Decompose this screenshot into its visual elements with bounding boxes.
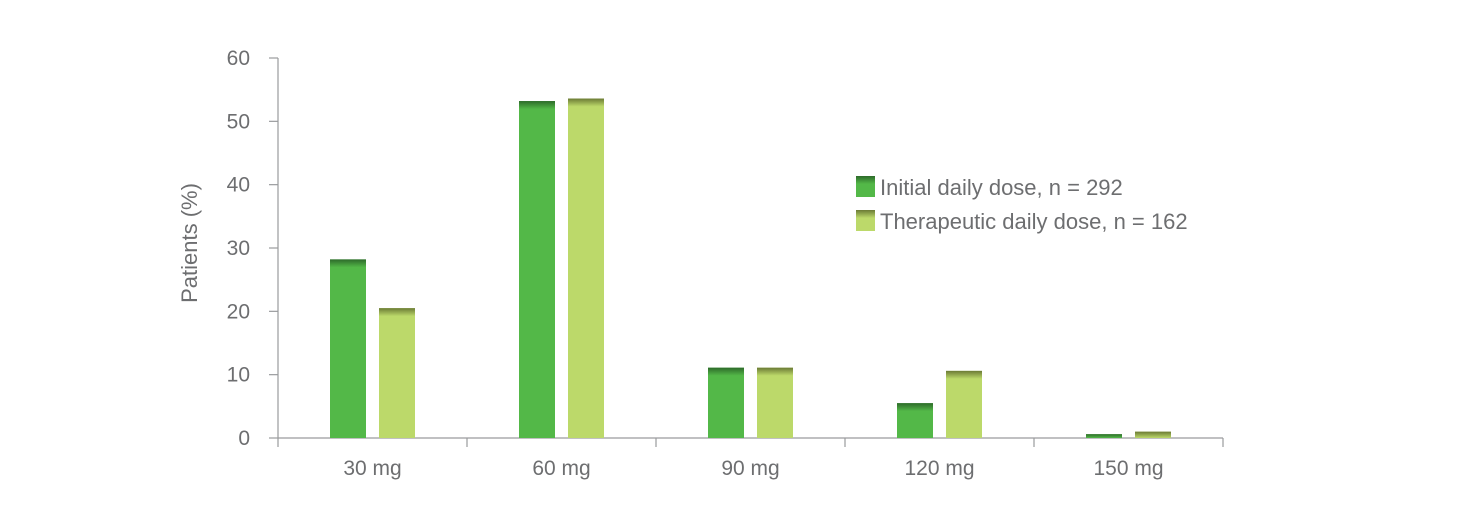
- bar-s0-1: [519, 101, 555, 439]
- bar: [379, 308, 415, 438]
- legend-item: Initial daily dose, n = 292: [856, 175, 1123, 200]
- x-tick-label: 150 mg: [1093, 457, 1163, 480]
- bar-cap: [897, 403, 933, 412]
- bar-s1-3: [946, 370, 982, 438]
- legend: Initial daily dose, n = 292 Therapeutic d…: [856, 175, 1188, 234]
- bar-cap: [568, 98, 604, 107]
- bar-s0-0: [330, 259, 366, 438]
- bar-s1-2: [757, 367, 793, 438]
- y-tick-label: 50: [227, 110, 250, 133]
- bar-cap: [1135, 431, 1171, 438]
- x-tick-label: 120 mg: [904, 457, 974, 480]
- y-tick-label: 10: [227, 364, 250, 387]
- bar-cap: [1086, 434, 1122, 438]
- y-tick-label: 30: [227, 237, 250, 260]
- legend-swatch-cap: [856, 176, 875, 184]
- bar-cap: [330, 259, 366, 268]
- x-tick-label: 60 mg: [532, 457, 590, 480]
- bar-s1-4: [1135, 431, 1171, 438]
- bar-cap: [757, 367, 793, 376]
- y-axis: 0 10 20 30 40 50 60: [227, 47, 279, 450]
- bar-s0-2: [708, 367, 744, 438]
- y-tick-label: 0: [238, 427, 250, 450]
- legend-item: Therapeutic daily dose, n = 162: [856, 209, 1188, 234]
- bar-cap: [946, 370, 982, 379]
- bar: [946, 370, 982, 438]
- bar: [708, 367, 744, 438]
- y-tick-label: 60: [227, 47, 250, 70]
- bar-s0-4: [1086, 434, 1122, 438]
- x-tick-label: 90 mg: [721, 457, 779, 480]
- bar-cap: [379, 308, 415, 317]
- x-axis: 30 mg 60 mg 90 mg 120 mg 150 mg: [277, 437, 1224, 480]
- bar-s0-3: [897, 403, 933, 438]
- bar-s1-1: [568, 98, 604, 439]
- legend-label: Therapeutic daily dose, n = 162: [880, 209, 1188, 234]
- y-tick-label: 40: [227, 174, 250, 197]
- bar: [757, 367, 793, 438]
- bar: [330, 259, 366, 438]
- bars: [330, 98, 1171, 439]
- bar-cap: [519, 101, 555, 110]
- bar: [519, 101, 555, 439]
- bar-cap: [708, 367, 744, 376]
- y-axis-title: Patients (%): [177, 183, 202, 303]
- y-tick-label: 20: [227, 300, 250, 323]
- bar: [568, 98, 604, 439]
- legend-swatch-cap: [856, 210, 875, 218]
- x-tick-label: 30 mg: [343, 457, 401, 480]
- bar-s1-0: [379, 308, 415, 438]
- legend-label: Initial daily dose, n = 292: [880, 175, 1123, 200]
